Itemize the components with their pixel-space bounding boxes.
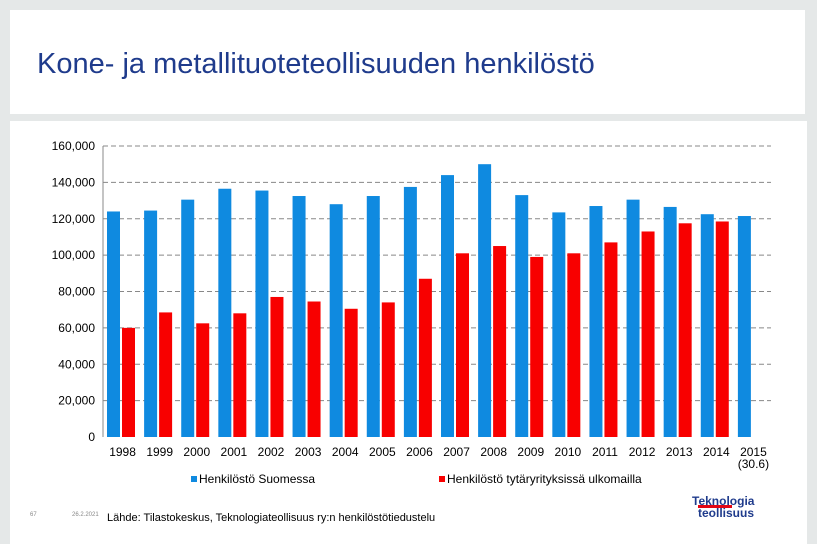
bar-finland [626,199,640,437]
x-tick-label: 2008 [480,445,507,459]
page-title: Kone- ja metallituoteteollisuuden henkil… [37,48,595,80]
bar-finland [663,206,677,437]
bar-finland [700,214,714,437]
bar-abroad [307,301,321,437]
bar-abroad [381,302,395,437]
legend-label: Henkilöstö Suomessa [199,472,315,486]
x-tick-label: 1998 [109,445,136,459]
bar-abroad [493,246,507,437]
x-tick-label: 1999 [146,445,173,459]
x-tick-label: 2003 [295,445,322,459]
bar-abroad [122,327,135,437]
x-tick-label: 2005 [369,445,396,459]
page-number: 67 [30,512,37,518]
bar-finland [515,195,529,437]
logo-line2: teollisuus [698,506,755,520]
bar-finland [107,211,120,437]
page-date: 26.2.2021 [72,512,99,518]
x-tick-label: 2012 [629,445,656,459]
bar-abroad [233,313,247,437]
bar-abroad [530,256,544,437]
x-tick-label: 2004 [332,445,359,459]
logo-line1: Teknologia [692,494,755,508]
bar-finland [441,175,454,437]
bar-abroad [196,323,210,437]
x-tick-label: 2014 [703,445,730,459]
x-tick-label: 2013 [666,445,693,459]
bar-finland [403,186,417,437]
y-tick-label: 160,000 [52,139,96,153]
y-tick-label: 140,000 [52,175,96,189]
bar-abroad [715,221,729,437]
x-tick-label: 2010 [555,445,582,459]
y-tick-label: 0 [88,430,95,444]
legend-label: Henkilöstö tytäryrityksissä ulkomailla [447,472,642,486]
legend-swatch [191,476,197,482]
bar-abroad [641,231,655,437]
legend-swatch [439,476,445,482]
y-tick-label: 60,000 [58,321,95,335]
bar-finland [292,196,306,437]
bar-finland [181,199,195,437]
x-tick-label: 2011 [592,445,618,459]
x-tick-label: 2009 [517,445,544,459]
logo-swoosh [698,505,732,508]
x-tick-label: 2000 [183,445,210,459]
x-tick-label: 2006 [406,445,433,459]
y-tick-label: 40,000 [58,357,95,371]
bar-finland [552,212,566,437]
bar-finland [737,216,751,437]
bar-finland [144,210,158,437]
x-tick-label: 2007 [443,445,470,459]
bar-abroad [567,253,581,437]
y-tick-label: 80,000 [58,285,95,299]
bar-abroad [159,312,173,437]
bar-abroad [418,278,432,437]
y-tick-label: 20,000 [58,394,95,408]
title-panel: Kone- ja metallituoteteollisuuden henkil… [10,10,805,114]
bar-abroad [270,296,284,437]
bar-finland [589,206,603,437]
bar-finland [218,188,232,437]
source-note: Lähde: Tilastokeskus, Teknologiateollisu… [107,512,436,524]
x-tick-label: 2002 [258,445,285,459]
bar-abroad [344,308,358,437]
bar-finland [255,190,269,437]
bar-finland [329,204,343,437]
bar-finland [366,196,380,437]
x-tick-label: 2015 (30.6) [738,445,769,471]
y-tick-label: 120,000 [52,212,96,226]
bar-abroad [604,242,618,437]
teknologiateollisuus-logo: Teknologia teollisuus [692,492,782,522]
bar-abroad [456,253,469,437]
bar-abroad [678,223,692,437]
y-tick-label: 100,000 [52,248,96,262]
x-tick-label: 2001 [221,445,248,459]
bar-finland [478,164,492,437]
